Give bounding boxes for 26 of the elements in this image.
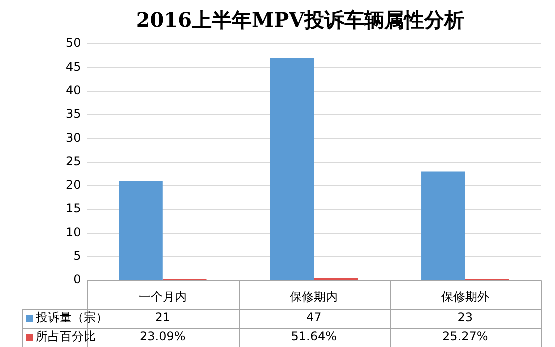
y-tick-label: 50 xyxy=(66,36,82,50)
legend-label: 所占百分比 xyxy=(36,330,96,344)
y-tick-label: 5 xyxy=(74,249,82,264)
y-tick-label: 20 xyxy=(66,178,82,192)
data-label: 21 xyxy=(155,310,171,325)
y-tick-label: 35 xyxy=(66,107,82,122)
x-tick-label: 保修期外 xyxy=(441,290,490,304)
y-tick-label: 15 xyxy=(66,202,82,216)
x-tick-label: 一个月内 xyxy=(138,290,187,304)
y-tick-label: 10 xyxy=(66,225,82,240)
data-label: 47 xyxy=(306,310,322,325)
data-label: 23.09% xyxy=(140,330,186,344)
y-tick-label: 30 xyxy=(66,130,82,145)
legend-label: 投诉量（宗） xyxy=(35,310,108,325)
bar xyxy=(270,58,314,280)
y-tick-label: 45 xyxy=(66,60,82,74)
data-label: 51.64% xyxy=(291,330,338,344)
y-tick-label: 25 xyxy=(66,154,82,168)
data-label: 23 xyxy=(458,310,474,325)
y-tick-label: 40 xyxy=(66,83,82,98)
data-label: 25.27% xyxy=(442,330,488,344)
bar xyxy=(119,181,163,280)
bar xyxy=(422,172,466,280)
chart-title: 2016上半年MPV投诉车辆属性分析 xyxy=(136,8,465,32)
x-tick-label: 保修期内 xyxy=(290,290,338,304)
y-tick-label: 0 xyxy=(74,272,82,287)
